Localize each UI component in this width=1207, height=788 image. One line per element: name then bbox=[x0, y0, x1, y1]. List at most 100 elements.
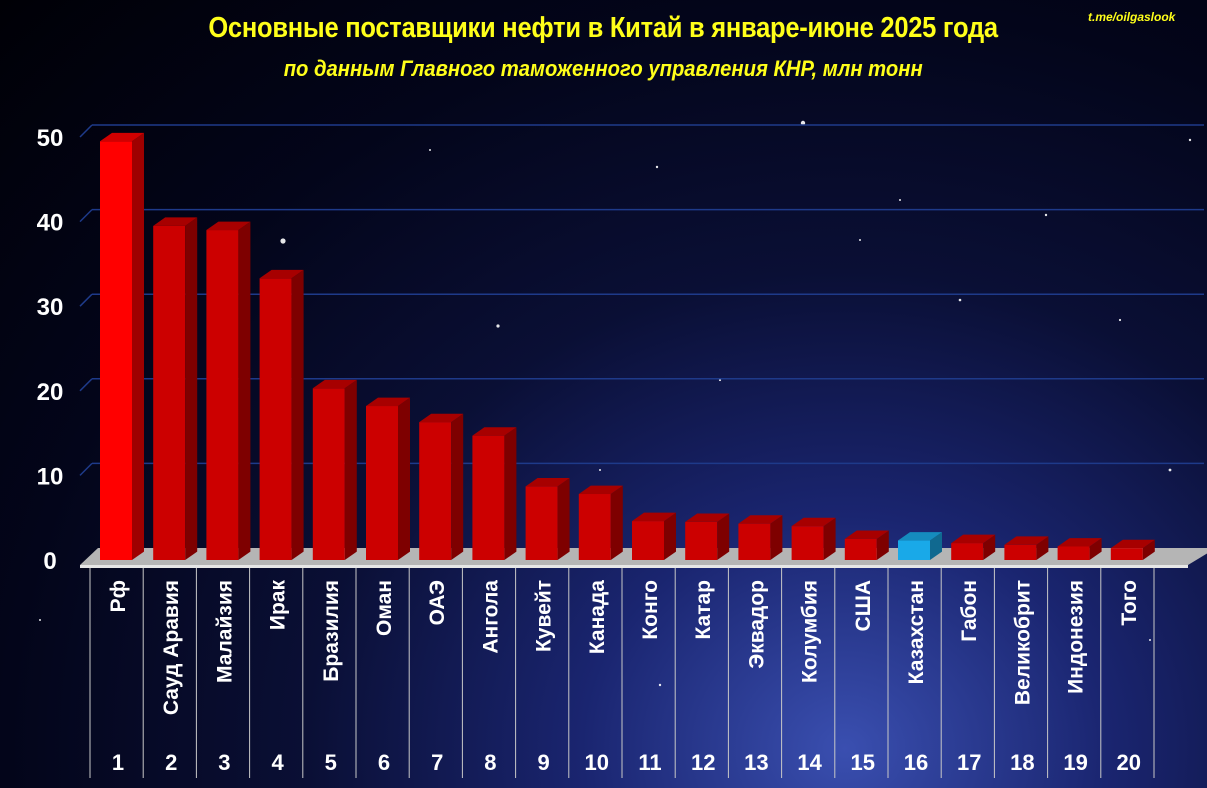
category-label: Колумбия bbox=[799, 580, 822, 683]
gridline bbox=[79, 378, 93, 392]
rank-label: 2 bbox=[165, 750, 177, 775]
bar-front bbox=[100, 141, 132, 561]
y-tick-label: 0 bbox=[43, 548, 56, 575]
rank-label: 17 bbox=[957, 750, 981, 775]
bar-top bbox=[685, 513, 730, 522]
rank-label: 10 bbox=[585, 750, 609, 775]
category-label: Конго bbox=[639, 580, 662, 640]
bar bbox=[1057, 538, 1102, 560]
gridline bbox=[79, 293, 93, 307]
bar-side bbox=[504, 427, 517, 560]
bar-front bbox=[419, 422, 452, 560]
bar-top bbox=[472, 427, 517, 436]
rank-label: 7 bbox=[431, 750, 443, 775]
rank-label: 6 bbox=[378, 750, 390, 775]
bar-front bbox=[844, 538, 877, 560]
gridline bbox=[79, 124, 93, 138]
bar-side bbox=[610, 485, 623, 560]
category-label: Катар bbox=[692, 580, 715, 640]
bar-top bbox=[1004, 536, 1049, 545]
category-label: Казахстан bbox=[905, 580, 928, 684]
rank-label: 1 bbox=[112, 750, 124, 775]
bar bbox=[312, 379, 357, 560]
bar-top bbox=[632, 512, 676, 522]
category-label: Ангола bbox=[479, 580, 502, 654]
y-tick-label: 20 bbox=[37, 379, 64, 406]
bar bbox=[100, 132, 144, 561]
bar bbox=[685, 513, 730, 560]
bar-top bbox=[153, 217, 198, 226]
starfield-background bbox=[39, 120, 1192, 687]
bar-side bbox=[717, 513, 730, 560]
category-label: Сауд Аравия bbox=[160, 580, 183, 715]
bar bbox=[472, 427, 517, 560]
bar-side bbox=[930, 532, 942, 560]
rank-label: 8 bbox=[484, 750, 496, 775]
bar bbox=[1110, 539, 1155, 560]
star-dot bbox=[899, 199, 901, 201]
bar-top bbox=[951, 534, 996, 544]
bar-side bbox=[132, 132, 144, 560]
source-label: t.me/oilgaslook bbox=[1088, 10, 1176, 24]
bar-front bbox=[1110, 548, 1143, 560]
rank-label: 5 bbox=[325, 750, 337, 775]
bar bbox=[898, 532, 942, 560]
bar-side bbox=[664, 512, 676, 560]
bar-front bbox=[1057, 546, 1090, 560]
category-label: Великобрит bbox=[1011, 580, 1034, 705]
bar-side bbox=[185, 217, 198, 560]
star-dot bbox=[39, 619, 41, 621]
bar-front bbox=[525, 486, 558, 560]
bars bbox=[100, 132, 1155, 561]
star-dot bbox=[800, 120, 806, 126]
y-axis: 0 10 20 30 40 50 bbox=[37, 125, 64, 575]
bar-top bbox=[1110, 539, 1155, 549]
rank-label: 20 bbox=[1117, 750, 1141, 775]
bar-front bbox=[366, 406, 398, 560]
bar-front bbox=[312, 388, 345, 560]
bar-top bbox=[525, 477, 570, 487]
star-dot bbox=[1168, 468, 1172, 472]
rank-label: 15 bbox=[851, 750, 875, 775]
category-label: Канада bbox=[586, 580, 609, 654]
category-label: Малайзия bbox=[213, 580, 236, 683]
bar-top bbox=[366, 397, 410, 407]
star-dot bbox=[859, 239, 861, 241]
bar bbox=[632, 512, 676, 560]
bar bbox=[578, 485, 623, 560]
bar bbox=[419, 413, 464, 560]
bar-top bbox=[259, 269, 304, 279]
rank-label: 14 bbox=[797, 750, 822, 775]
bar-front bbox=[1004, 544, 1037, 560]
bar-front bbox=[738, 523, 771, 560]
bar bbox=[738, 515, 783, 560]
star-dot bbox=[658, 683, 662, 687]
bar-front bbox=[685, 521, 718, 560]
bar bbox=[1004, 536, 1049, 560]
rank-label: 11 bbox=[638, 750, 661, 775]
star-dot bbox=[429, 149, 431, 151]
star-dot bbox=[1044, 213, 1048, 217]
bar-side bbox=[238, 221, 251, 560]
bar bbox=[791, 517, 836, 560]
bar bbox=[844, 530, 889, 560]
rank-label: 12 bbox=[691, 750, 715, 775]
star-dot bbox=[1118, 318, 1122, 322]
bar-front bbox=[206, 230, 239, 560]
bar-top bbox=[844, 530, 889, 539]
bar-top bbox=[312, 379, 357, 389]
bar-front bbox=[632, 521, 664, 560]
bar bbox=[206, 221, 251, 560]
star-dot bbox=[1188, 138, 1192, 142]
bar-side bbox=[1142, 539, 1155, 560]
y-tick-label: 50 bbox=[37, 125, 64, 152]
rank-label: 19 bbox=[1063, 750, 1087, 775]
chart-subtitle: по данным Главного таможенного управлени… bbox=[283, 56, 923, 81]
gridline bbox=[79, 209, 93, 223]
category-label: Того bbox=[1118, 580, 1141, 626]
rank-label: 18 bbox=[1010, 750, 1034, 775]
bar-top bbox=[100, 132, 144, 142]
bar-side bbox=[344, 379, 357, 560]
star-dot bbox=[280, 238, 286, 244]
rank-label: 4 bbox=[271, 750, 284, 775]
